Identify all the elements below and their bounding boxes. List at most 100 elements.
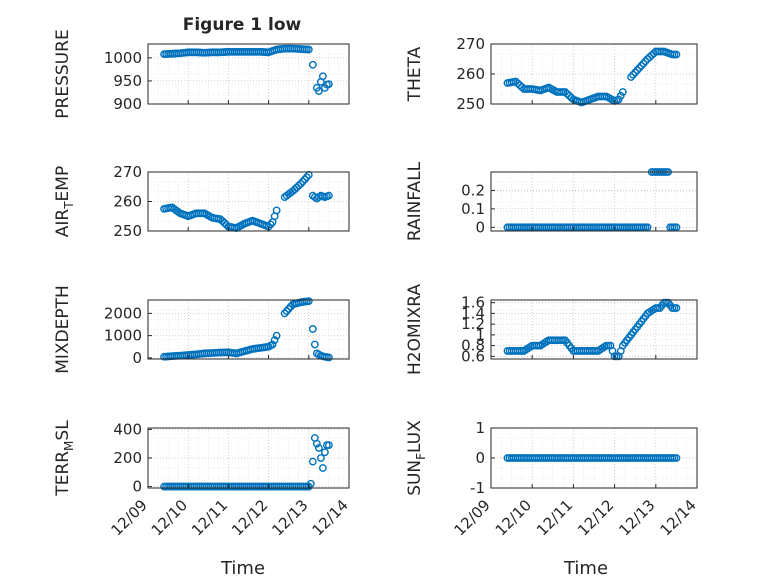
data-point	[509, 77, 518, 86]
data-point	[604, 341, 613, 350]
data-point	[608, 347, 617, 355]
data-point	[322, 353, 331, 362]
x-tick-label: 12/14	[309, 496, 352, 539]
data-point	[302, 173, 311, 182]
data-point	[635, 64, 644, 72]
data-point	[320, 448, 329, 457]
y-tick-label: 1000	[104, 327, 142, 345]
data-point	[266, 220, 275, 229]
data-point	[318, 464, 327, 472]
y-axis-label: PRESSURE	[53, 29, 73, 118]
data-point	[262, 343, 271, 351]
y-tick-label: 2000	[104, 304, 142, 322]
data-point	[284, 305, 293, 313]
y-tick-label: 0	[475, 218, 485, 236]
y-tick-label: 1.4	[461, 304, 485, 322]
data-point	[670, 50, 679, 59]
data-point	[314, 444, 323, 452]
panel-rainfall: 00.10.2 RAINFALL	[405, 161, 698, 241]
data-point	[294, 181, 303, 190]
y-axis-label: H2OMIXRA	[405, 284, 425, 375]
data-point	[292, 183, 301, 192]
data-point	[629, 70, 638, 79]
y-tick-label: 0.2	[461, 181, 485, 199]
data-point	[637, 61, 646, 70]
panel-theta: 250 260 270 THETA	[405, 35, 698, 113]
data-point	[318, 72, 327, 81]
y-tick-label: 400	[113, 420, 142, 438]
data-point	[518, 347, 526, 355]
y-tick-label: 200	[113, 449, 142, 467]
y-axis-label: THETA	[405, 46, 425, 102]
data-point	[616, 347, 625, 355]
x-tick-label: 12/12	[228, 496, 271, 539]
data-point	[612, 352, 621, 361]
x-tick-label: 12/09	[108, 496, 151, 539]
data-point	[641, 57, 650, 66]
x-tick-label: 12/10	[148, 496, 191, 539]
y-axis-label: AIRTEMP	[53, 166, 76, 237]
data-point	[214, 214, 223, 223]
data-point	[298, 177, 307, 186]
data-point	[220, 218, 229, 227]
data-point	[314, 350, 323, 359]
data-point	[647, 51, 656, 60]
data-point	[639, 59, 648, 68]
y-tick-label: -1	[470, 479, 485, 497]
y-tick-label: 900	[113, 95, 142, 113]
axes-box	[147, 43, 350, 105]
y-tick-label: 1.6	[461, 294, 485, 312]
y-tick-label: 950	[113, 72, 142, 90]
x-tick-label: 12/11	[188, 496, 231, 539]
data-point	[322, 192, 331, 201]
y-tick-label: 0.1	[461, 200, 485, 218]
y-tick-label: 1	[475, 419, 485, 437]
axes-box	[490, 171, 698, 232]
panel-pressure: 900 950 1000 PRESSURE	[53, 29, 350, 119]
data-point	[266, 341, 275, 350]
x-tick-label: 12/11	[533, 496, 576, 539]
data-point	[302, 297, 311, 306]
panel-air-temp: 250 260 270 AIRTEMP	[53, 163, 350, 240]
data-point	[616, 91, 625, 100]
data-point	[670, 304, 679, 312]
y-tick-label: 270	[113, 163, 142, 181]
data-point	[670, 454, 679, 462]
y-tick-label: 1.2	[461, 315, 485, 333]
y-tick-label: 260	[456, 65, 485, 83]
y-axis-label: RAINFALL	[405, 161, 425, 241]
data-point	[649, 305, 658, 314]
y-tick-label: 1000	[104, 49, 142, 67]
data-point	[300, 175, 309, 184]
data-point	[262, 221, 271, 230]
data-point	[534, 341, 543, 350]
y-tick-label: 250	[113, 222, 142, 240]
data-point	[272, 331, 281, 340]
y-tick-label: 260	[113, 193, 142, 211]
data-point	[608, 95, 617, 104]
data-point	[625, 333, 633, 342]
data-point	[666, 454, 675, 462]
x-tick-label: 12/09	[451, 496, 494, 539]
axes-box	[147, 299, 350, 360]
data-point	[308, 60, 317, 69]
data-point	[174, 207, 183, 216]
data-point	[600, 343, 609, 351]
data-point	[318, 192, 327, 201]
data-point	[308, 457, 317, 466]
data-point	[515, 81, 524, 90]
data-point	[314, 193, 323, 201]
data-point	[310, 340, 319, 349]
data-point	[324, 441, 333, 450]
data-point	[324, 80, 333, 89]
y-axis-label: TERRMSL	[53, 420, 76, 497]
data-point	[618, 88, 627, 96]
data-point	[592, 347, 600, 355]
x-axis-label-right: Time	[563, 558, 608, 579]
data-point	[641, 312, 650, 320]
axes-box	[490, 299, 698, 360]
